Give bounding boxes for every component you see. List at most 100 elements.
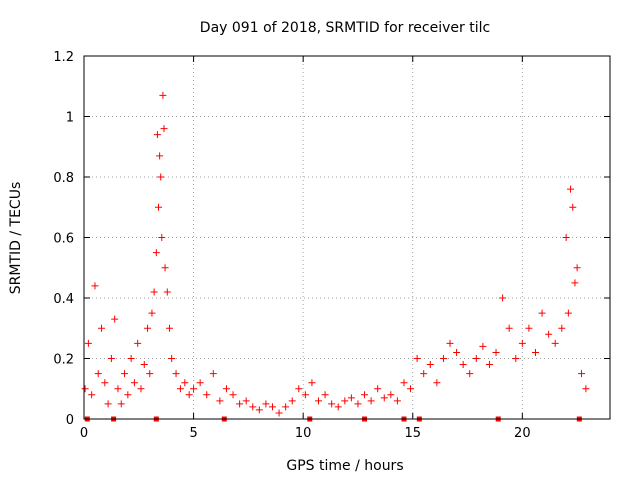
data-point	[492, 348, 500, 356]
data-point	[153, 131, 161, 139]
data-point	[439, 355, 447, 362]
y-tick-label: 1	[66, 111, 74, 126]
data-point	[466, 370, 474, 378]
data-point	[558, 324, 566, 332]
data-point	[94, 370, 102, 378]
data-point	[190, 385, 198, 393]
data-point	[165, 324, 173, 332]
data-point	[242, 397, 250, 405]
data-point	[152, 249, 160, 257]
data-point	[268, 403, 276, 411]
data-point	[393, 397, 401, 405]
data-point	[328, 400, 336, 408]
data-point	[582, 385, 590, 393]
data-point	[407, 385, 415, 393]
x-tick-label: 20	[514, 426, 531, 441]
data-point	[229, 391, 237, 399]
data-point	[157, 173, 165, 181]
y-axis-label: SRMTID / TECUs	[8, 182, 24, 295]
data-point	[413, 355, 421, 362]
data-point	[160, 125, 168, 133]
data-point	[98, 324, 106, 332]
data-point	[81, 385, 89, 393]
data-point	[140, 361, 148, 369]
data-point	[121, 370, 129, 378]
data-point	[203, 391, 211, 399]
data-point	[347, 394, 355, 402]
data-point	[485, 361, 493, 369]
data-point	[387, 391, 395, 399]
data-point	[159, 91, 167, 99]
data-point	[134, 339, 142, 347]
data-point	[163, 288, 171, 296]
data-point	[380, 394, 388, 402]
data-point	[420, 370, 428, 378]
data-point	[571, 279, 579, 287]
data-point	[172, 370, 180, 378]
data-point	[505, 324, 513, 332]
data-point	[196, 379, 204, 387]
data-point	[236, 400, 244, 408]
data-point	[301, 391, 309, 399]
y-tick-label: 0	[66, 413, 74, 428]
data-point	[91, 282, 99, 290]
data-point	[453, 348, 461, 356]
y-tick-label: 0.6	[53, 232, 74, 247]
data-point	[567, 185, 575, 193]
data-point	[334, 403, 342, 411]
data-point	[209, 370, 217, 378]
data-point	[137, 385, 145, 393]
data-point	[361, 391, 369, 399]
data-point	[308, 379, 316, 387]
data-point	[155, 203, 163, 211]
x-tick-label: 15	[404, 426, 421, 441]
x-axis-label: GPS time / hours	[286, 458, 403, 474]
data-point	[426, 361, 434, 369]
data-point	[148, 309, 156, 317]
data-point	[295, 385, 303, 393]
data-point	[249, 403, 257, 411]
data-point	[262, 400, 270, 408]
data-point	[315, 397, 323, 405]
data-point	[400, 379, 408, 387]
data-point	[158, 234, 166, 241]
data-point	[562, 234, 570, 241]
data-point	[354, 400, 362, 408]
data-point	[104, 400, 112, 408]
data-point	[472, 355, 480, 362]
axis-ticks: 0 5 10 15 20 0 0.2 0.4 0.6 0.8 1 1.2	[53, 50, 610, 441]
data-point	[573, 264, 581, 272]
data-point	[479, 342, 487, 350]
chart-title: Day 091 of 2018, SRMTID for receiver til…	[200, 20, 490, 36]
data-point	[518, 339, 526, 347]
data-point	[525, 324, 533, 332]
y-tick-label: 0.2	[53, 353, 74, 368]
data-points	[81, 91, 590, 417]
data-point	[275, 409, 283, 417]
data-point	[150, 288, 158, 296]
data-point	[499, 294, 507, 302]
data-point	[531, 348, 539, 356]
data-point	[446, 339, 454, 347]
data-point	[130, 379, 138, 387]
data-point	[255, 406, 263, 414]
data-point	[288, 397, 296, 405]
data-point	[578, 370, 586, 378]
data-point	[564, 309, 572, 317]
y-tick-label: 0.8	[53, 171, 74, 186]
grid-layer	[84, 56, 610, 419]
x-tick-label: 0	[80, 426, 88, 441]
x-tick-label: 10	[295, 426, 312, 441]
data-point	[341, 397, 349, 405]
data-point	[114, 385, 122, 393]
data-point	[185, 391, 193, 399]
y-tick-label: 1.2	[53, 50, 74, 65]
data-point	[551, 339, 559, 347]
data-point	[459, 361, 467, 369]
data-point	[127, 355, 135, 362]
data-point	[545, 330, 553, 338]
data-point	[146, 370, 154, 378]
data-point	[321, 391, 329, 399]
y-tick-label: 0.4	[53, 292, 74, 307]
